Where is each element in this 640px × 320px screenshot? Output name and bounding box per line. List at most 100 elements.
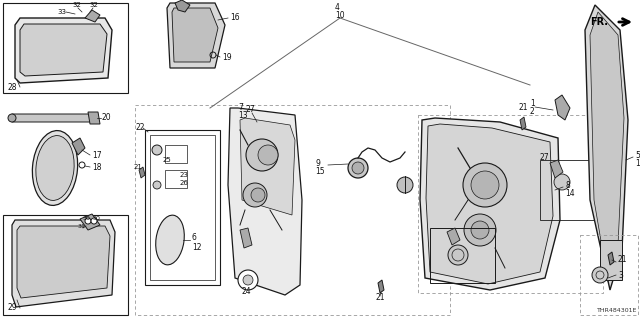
Bar [3, 3, 128, 93]
Circle shape [397, 177, 413, 193]
Circle shape [8, 114, 16, 122]
Bar [540, 160, 598, 220]
Text: 21: 21 [518, 102, 528, 111]
Polygon shape [608, 252, 614, 265]
Ellipse shape [33, 131, 77, 205]
Bar [430, 228, 495, 283]
Circle shape [251, 188, 265, 202]
Circle shape [471, 171, 499, 199]
Polygon shape [520, 117, 526, 130]
Polygon shape [139, 167, 145, 178]
Text: 27: 27 [245, 106, 255, 115]
Circle shape [85, 218, 91, 224]
Polygon shape [555, 95, 570, 120]
Text: 13: 13 [238, 110, 248, 119]
Bar [135, 105, 450, 315]
Circle shape [153, 181, 161, 189]
Text: 16: 16 [230, 13, 239, 22]
Polygon shape [88, 112, 100, 124]
Circle shape [448, 245, 468, 265]
Text: 9: 9 [315, 158, 320, 167]
Circle shape [152, 145, 162, 155]
Circle shape [463, 163, 507, 207]
Circle shape [243, 183, 267, 207]
Circle shape [243, 275, 253, 285]
Polygon shape [85, 10, 100, 22]
Text: 1: 1 [530, 99, 535, 108]
Text: 15: 15 [315, 166, 324, 175]
Polygon shape [585, 5, 628, 290]
Circle shape [348, 158, 368, 178]
Text: 25: 25 [163, 157, 172, 163]
Polygon shape [17, 226, 110, 298]
Circle shape [471, 221, 489, 239]
Bar [418, 115, 603, 293]
Text: 2: 2 [530, 107, 535, 116]
Polygon shape [15, 18, 112, 83]
Bar [165, 170, 187, 188]
Ellipse shape [156, 215, 184, 265]
Text: 32: 32 [89, 2, 98, 8]
Text: 30: 30 [93, 215, 101, 220]
Polygon shape [20, 24, 107, 76]
Polygon shape [426, 124, 553, 284]
Text: 28: 28 [7, 83, 17, 92]
Text: 24: 24 [242, 287, 252, 297]
Bar [145, 130, 220, 285]
Text: 27: 27 [540, 153, 550, 162]
Bar [600, 240, 622, 280]
Bar [580, 235, 638, 315]
Text: 8: 8 [565, 180, 570, 189]
Text: 5: 5 [635, 150, 640, 159]
Text: 30: 30 [83, 215, 91, 220]
Polygon shape [10, 114, 98, 122]
Polygon shape [172, 8, 218, 62]
Circle shape [592, 267, 608, 283]
Text: 17: 17 [92, 150, 102, 159]
Bar [150, 135, 215, 280]
Circle shape [246, 139, 278, 171]
Polygon shape [228, 108, 302, 295]
Polygon shape [590, 12, 624, 282]
Polygon shape [420, 118, 560, 290]
Text: 18: 18 [92, 163, 102, 172]
Polygon shape [550, 160, 563, 178]
Polygon shape [80, 214, 100, 230]
Text: 31: 31 [78, 223, 86, 228]
Text: FR.: FR. [590, 17, 608, 27]
Text: 14: 14 [565, 188, 575, 197]
Circle shape [464, 214, 496, 246]
Text: 33: 33 [57, 9, 66, 15]
Polygon shape [12, 220, 115, 307]
Text: 21: 21 [375, 293, 385, 302]
Polygon shape [240, 228, 252, 248]
Bar [3, 215, 128, 315]
Circle shape [352, 162, 364, 174]
Bar [165, 145, 187, 163]
Polygon shape [240, 118, 295, 215]
Circle shape [91, 218, 97, 224]
Text: 21: 21 [618, 255, 627, 265]
Polygon shape [167, 3, 225, 68]
Polygon shape [175, 0, 190, 12]
Text: 10: 10 [335, 11, 344, 20]
Text: 6: 6 [192, 234, 197, 243]
Polygon shape [72, 138, 85, 155]
Circle shape [258, 145, 278, 165]
Polygon shape [447, 228, 460, 245]
Text: 32: 32 [72, 2, 81, 8]
Text: 26: 26 [180, 180, 189, 186]
Text: 19: 19 [222, 52, 232, 61]
Text: 21: 21 [134, 164, 143, 170]
Text: 11: 11 [635, 158, 640, 167]
Text: 7: 7 [238, 102, 243, 111]
Text: 22: 22 [135, 124, 145, 132]
Text: 3: 3 [618, 270, 623, 279]
Polygon shape [378, 280, 384, 293]
Text: 4: 4 [335, 3, 340, 12]
Text: 23: 23 [180, 172, 189, 178]
Ellipse shape [36, 136, 74, 200]
Text: 20: 20 [102, 114, 111, 123]
Text: THR484301E: THR484301E [596, 308, 637, 313]
Text: 29: 29 [7, 303, 17, 313]
